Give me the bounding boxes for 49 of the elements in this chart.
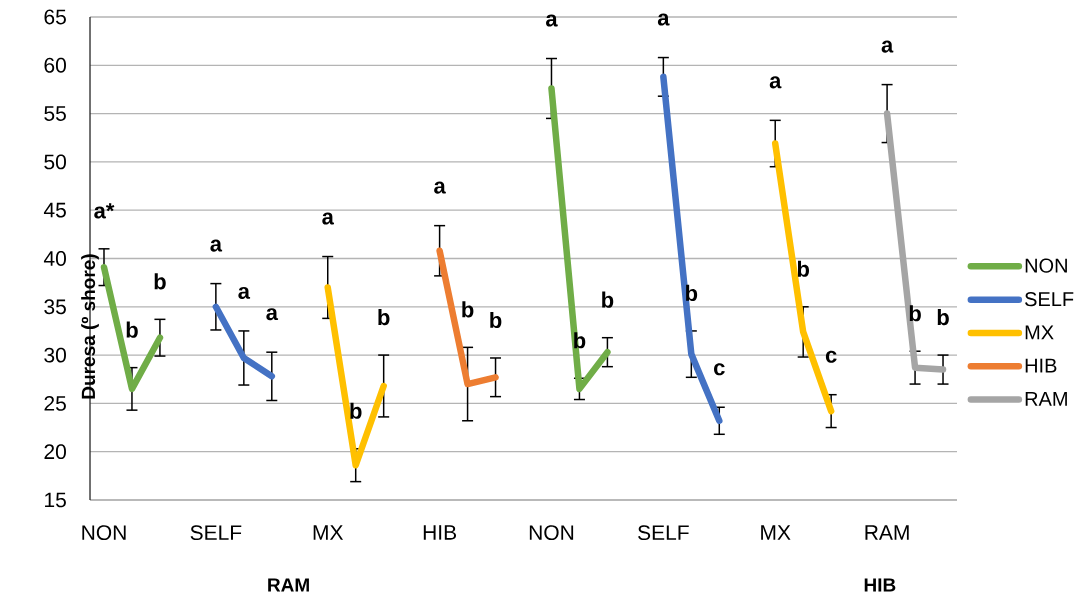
text: HIB	[864, 578, 896, 592]
legend-label: SELF	[1025, 292, 1074, 307]
data-label: a*	[94, 203, 115, 219]
data-label: b	[462, 301, 474, 318]
data-label: a	[322, 212, 334, 225]
data-label: c	[825, 350, 837, 363]
y-tick-label: 15	[45, 492, 66, 508]
data-label: a	[210, 239, 223, 252]
data-label: a	[434, 181, 446, 194]
x-tick-label: SELF	[638, 525, 689, 541]
data-label: b	[126, 321, 138, 338]
data-label: a	[238, 286, 251, 299]
x-tick-label: HIB	[423, 525, 457, 540]
data-label: b	[378, 309, 390, 326]
text: RAM	[268, 578, 309, 592]
data-label: a	[881, 40, 894, 53]
data-label: a	[266, 308, 279, 321]
data-label: b	[937, 309, 949, 326]
data-label: b	[797, 260, 809, 277]
data-label: b	[602, 291, 614, 308]
data-label: b	[350, 402, 362, 419]
x-tick-label: MX	[761, 525, 791, 540]
y-tick-label: 60	[44, 57, 66, 73]
x-tick-label: MX	[313, 525, 344, 540]
legend-label: MX	[1025, 325, 1054, 340]
legend-label: HIB	[1025, 358, 1057, 373]
y-tick-label: 35	[44, 299, 66, 315]
y-tick-label: 20	[44, 444, 66, 460]
data-label: b	[154, 273, 166, 290]
x-tick-label: RAM	[865, 525, 909, 540]
y-tick-label: 45	[43, 202, 66, 218]
legend-label: NON	[1025, 258, 1067, 273]
data-label: a	[546, 14, 558, 27]
y-tick-label: 25	[44, 395, 66, 411]
data-label: a	[657, 13, 670, 26]
y-tick-label: 40	[43, 251, 66, 266]
data-label: a	[769, 76, 782, 89]
x-tick-label: SELF	[190, 525, 242, 541]
data-label: b	[909, 305, 921, 322]
data-label: b	[490, 311, 502, 329]
legend-label: RAM	[1025, 391, 1067, 406]
y-tick-label: 65	[44, 9, 66, 25]
y-axis-title: Duresa (º shore)	[81, 254, 99, 399]
y-tick-label: 30	[44, 347, 66, 363]
data-label: c	[714, 363, 725, 376]
y-tick-label: 50	[44, 154, 66, 170]
x-tick-label: NON	[529, 525, 574, 541]
x-tick-label: NON	[82, 525, 126, 541]
y-tick-label: 55	[44, 106, 66, 121]
